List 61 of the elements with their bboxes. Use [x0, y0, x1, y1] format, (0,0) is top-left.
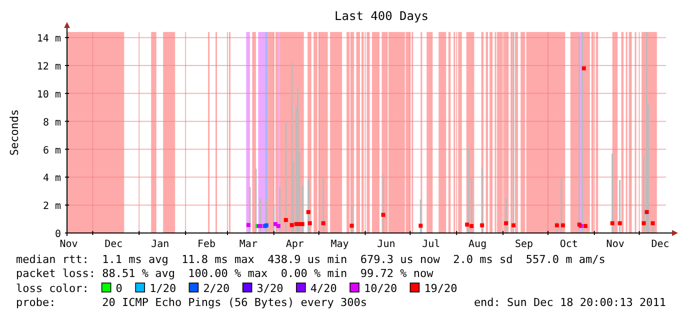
legend-label: 4/20	[310, 282, 337, 295]
point	[504, 221, 508, 226]
point	[350, 224, 354, 228]
y-tick-label: 2 m	[42, 201, 61, 212]
text: median rtt: 1.1 ms avg 11.8 ms max 438.9 us min 679.3 us now 2.0 ms sd 557.0 m am/s	[16, 253, 606, 266]
x-tick-label: Jan	[151, 239, 170, 250]
x-tick-label: Jun	[377, 239, 396, 250]
legend-label: 10/20	[364, 282, 398, 295]
point	[644, 210, 649, 214]
x-tick-label: Aug	[468, 239, 487, 250]
point	[300, 222, 304, 226]
point	[650, 221, 655, 226]
point	[583, 224, 588, 228]
point	[284, 218, 288, 222]
x-tick-label: Nov	[606, 239, 624, 250]
point	[470, 224, 474, 228]
x-tick-label: Oct	[560, 239, 578, 250]
y-tick-label: 4 m	[42, 173, 61, 184]
y-tick-label: 10 m	[36, 89, 61, 100]
x-tick-label: Jul	[422, 239, 440, 250]
point	[465, 222, 470, 227]
point	[582, 66, 586, 70]
point	[618, 221, 622, 226]
point	[610, 221, 614, 226]
point	[308, 221, 312, 226]
x-tick-label: Dec	[104, 239, 123, 250]
x-tick-label: Nov	[60, 239, 78, 250]
legend-label: 19/20	[424, 282, 458, 295]
point	[560, 223, 565, 228]
text: end: Sun Dec 18 20:00:13 2011	[474, 296, 666, 309]
legend-title: loss color:	[16, 282, 89, 295]
point	[554, 223, 559, 228]
x-tick-label: Feb	[197, 239, 216, 250]
x-tick-label: Sep	[514, 239, 534, 250]
chart-title: Last 400 Days	[334, 9, 428, 23]
y-tick-label: 8 m	[42, 117, 61, 128]
point	[276, 224, 280, 228]
text: packet loss: 88.51 % avg 100.00 % max 0.00 % min 99.72 % now	[16, 267, 434, 280]
legend-label: 2/20	[203, 282, 230, 295]
legend-label: 0	[116, 282, 122, 295]
legend-label: 3/20	[256, 282, 284, 295]
point	[306, 210, 310, 214]
point	[480, 223, 484, 228]
point	[512, 223, 516, 228]
x-tick-label: May	[330, 239, 349, 250]
y-axis-title: Seconds	[8, 109, 21, 156]
point	[418, 224, 423, 228]
y-tick-label: 6 m	[42, 145, 61, 156]
point	[246, 223, 250, 228]
point	[290, 223, 294, 228]
x-tick-label: Dec	[651, 239, 670, 250]
x-tick-label: Apr	[286, 239, 304, 250]
y-tick-label: 0	[54, 229, 61, 240]
legend-label: 1/20	[150, 282, 176, 295]
x-tick-label: Mar	[239, 239, 258, 250]
text: probe: 20 ICMP Echo Pings (56 Bytes) every 300s	[16, 296, 367, 309]
y-tick-label: 14 m	[36, 34, 61, 45]
point	[321, 221, 326, 226]
y-tick-label: 12 m	[36, 62, 61, 72]
point	[381, 212, 386, 217]
point	[642, 221, 646, 226]
